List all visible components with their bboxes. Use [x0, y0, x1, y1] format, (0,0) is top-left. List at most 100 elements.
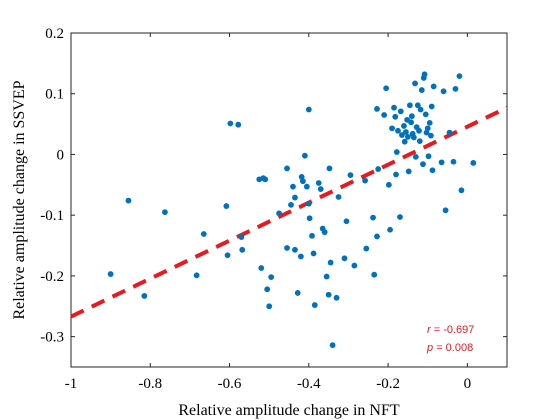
- data-point: [416, 138, 423, 144]
- y-tick-label: -0.2: [40, 269, 64, 285]
- correlation-annotation: r = -0.697: [427, 324, 474, 336]
- p-value: = 0.008: [436, 342, 473, 354]
- data-point: [429, 167, 436, 174]
- r-value: = -0.697: [434, 324, 475, 336]
- x-tick-label: -0.8: [138, 376, 162, 392]
- data-point: [405, 168, 412, 175]
- data-point: [351, 262, 358, 269]
- y-axis-label: Relative amplitude change in SSVEP: [11, 80, 28, 319]
- x-axis-ticks: -1 -0.8 -0.6 -0.4 -0.2 0: [65, 33, 471, 392]
- data-point: [299, 178, 306, 185]
- data-point: [395, 127, 401, 134]
- data-point: [341, 255, 348, 262]
- data-point: [125, 197, 132, 204]
- data-point: [303, 183, 310, 190]
- data-point: [266, 303, 273, 310]
- data-point: [412, 80, 418, 87]
- data-point: [424, 125, 431, 132]
- data-point: [374, 106, 380, 112]
- regression-line-group: [70, 105, 508, 319]
- data-point: [294, 290, 301, 296]
- data-point: [428, 103, 435, 110]
- data-point: [333, 294, 340, 301]
- data-point: [416, 127, 422, 134]
- data-point: [438, 159, 445, 166]
- data-point: [417, 106, 424, 113]
- data-point: [450, 158, 457, 165]
- data-point: [310, 250, 317, 257]
- x-tick-label: -0.6: [218, 376, 242, 392]
- data-point: [292, 246, 298, 253]
- data-point: [406, 102, 413, 109]
- data-point: [284, 245, 290, 251]
- data-point: [425, 153, 432, 160]
- data-point: [375, 166, 382, 172]
- data-point: [420, 161, 426, 168]
- plot-area: [70, 32, 508, 368]
- data-point: [335, 194, 342, 200]
- data-point: [399, 132, 405, 138]
- data-point: [290, 183, 296, 190]
- y-tick-label: 0.1: [45, 87, 64, 103]
- y-tick-label: -0.3: [40, 330, 64, 346]
- data-point: [284, 165, 290, 172]
- data-point: [305, 200, 312, 207]
- data-point: [224, 252, 231, 259]
- y-tick-label: -0.1: [40, 208, 64, 224]
- data-point: [403, 129, 409, 135]
- data-point: [401, 123, 407, 129]
- data-point: [427, 132, 434, 139]
- data-point: [238, 234, 245, 240]
- y-axis-ticks: 0.2 0.1 0 -0.1 -0.2 -0.3: [40, 26, 507, 346]
- data-point: [323, 273, 330, 280]
- data-point: [292, 194, 298, 201]
- data-point: [392, 113, 399, 120]
- data-point: [343, 218, 350, 225]
- x-tick-label: -0.2: [376, 376, 400, 392]
- y-tick-label: 0: [57, 147, 65, 163]
- data-point: [301, 152, 308, 159]
- data-point: [389, 125, 395, 132]
- data-point: [412, 153, 419, 160]
- data-point: [258, 265, 265, 271]
- r-symbol: r: [427, 324, 432, 336]
- x-axis-label: Relative amplitude change in NFT: [178, 402, 400, 419]
- x-tick-label: -0.4: [297, 376, 321, 392]
- data-point: [393, 149, 400, 155]
- data-point: [315, 180, 322, 186]
- p-symbol: p: [426, 342, 433, 354]
- data-point: [397, 214, 403, 220]
- data-point: [305, 106, 312, 113]
- data-point: [387, 226, 393, 233]
- data-point: [141, 293, 148, 299]
- data-point: [440, 88, 447, 95]
- data-point: [422, 111, 429, 118]
- data-point: [239, 246, 246, 253]
- data-point: [193, 272, 200, 279]
- data-point: [309, 232, 315, 239]
- p-value-annotation: p = 0.008: [426, 342, 473, 354]
- x-tick-label: 0: [464, 376, 472, 392]
- data-point: [347, 172, 354, 179]
- data-point: [397, 108, 404, 115]
- data-point: [446, 129, 453, 136]
- data-point: [410, 134, 417, 141]
- data-point: [391, 104, 397, 111]
- data-point: [418, 87, 425, 93]
- data-point: [370, 214, 376, 221]
- data-point: [452, 85, 459, 92]
- data-point: [421, 71, 428, 78]
- data-point: [393, 171, 399, 178]
- data-point: [371, 271, 378, 278]
- data-point: [107, 271, 114, 277]
- x-tick-label: -1: [65, 376, 78, 392]
- data-point: [327, 259, 334, 266]
- regression-line: [70, 105, 508, 319]
- data-point: [311, 302, 318, 308]
- data-point: [458, 187, 465, 194]
- data-point: [317, 186, 324, 192]
- data-point: [362, 177, 369, 184]
- data-point: [235, 121, 242, 128]
- data-point: [262, 176, 269, 183]
- data-point: [227, 120, 234, 127]
